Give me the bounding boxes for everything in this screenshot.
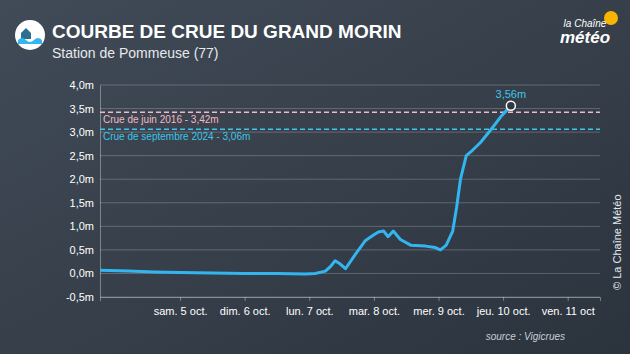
tick-label: jeu. 10 oct. <box>476 305 531 317</box>
tick-mark <box>568 297 569 301</box>
tick-label: 2,0m <box>70 173 94 185</box>
tick-label: -0,5m <box>66 291 94 303</box>
background <box>0 0 630 354</box>
tick-mark <box>503 297 504 301</box>
grid-line <box>100 226 600 227</box>
grid-line <box>100 179 600 180</box>
subtitle: Station de Pommeuse (77) <box>52 45 219 61</box>
reference-line <box>100 112 600 114</box>
tick: 3,5m <box>70 103 100 115</box>
tick: 0,5m <box>70 244 100 256</box>
tick: 3,0m <box>70 126 100 138</box>
tick-label: 4,0m <box>70 79 94 91</box>
credit: © La Chaîne Météo <box>611 194 623 290</box>
plot-area <box>100 101 600 274</box>
tick-label: 1,5m <box>70 197 94 209</box>
x-axis: sam. 5 oct. dim. 6 oct. lun. 7 oct. mar. 8 … <box>101 297 601 317</box>
title: COURBE DE CRUE DU GRAND MORIN <box>52 21 401 42</box>
data-line <box>100 106 511 274</box>
annotation-label: 3,56m <box>496 88 527 100</box>
tick-mark <box>309 297 310 301</box>
tick-mark <box>180 297 181 301</box>
tick: sam. 5 oct. <box>154 297 208 317</box>
tick-label: dim. 6 oct. <box>220 305 271 317</box>
tick: mer. 9 oct. <box>413 297 464 317</box>
tick-mark <box>245 297 246 301</box>
tick: dim. 6 oct. <box>220 297 271 317</box>
logo: la Chaînemétéo <box>560 11 618 47</box>
tick-mark <box>439 297 440 301</box>
axis-line <box>100 86 101 298</box>
grid-line <box>100 85 600 86</box>
tick-label: 1,0m <box>70 220 94 232</box>
axis-line <box>101 298 601 302</box>
tick: mar. 8 oct. <box>349 297 400 317</box>
tick-label: 0,5m <box>70 244 94 256</box>
tick-label: lun. 7 oct. <box>286 305 334 317</box>
tick: 2,5m <box>70 150 100 162</box>
tick: jeu. 10 oct. <box>476 297 531 317</box>
tick: 1,5m <box>70 197 100 209</box>
tick-label: sam. 5 oct. <box>154 305 208 317</box>
tick: 2,0m <box>70 173 100 185</box>
grid <box>100 85 600 297</box>
y-axis: -0,5m 0,0m 0,5m 1,0m 1,5m 2,0m 2,5m 3,0m 3,5m 4,0… <box>66 79 101 303</box>
tick: 1,0m <box>70 220 100 232</box>
chart: COURBE DE CRUE DU GRAND MORIN Station de … <box>0 0 630 354</box>
annotation-marker <box>506 101 515 110</box>
tick-label: 3,5m <box>70 103 94 115</box>
grid-line <box>100 249 600 250</box>
tick: lun. 7 oct. <box>286 297 334 317</box>
grid-line <box>100 202 600 203</box>
tick-mark <box>374 297 375 301</box>
grid-line <box>100 155 600 156</box>
logo-text: météo <box>560 28 610 47</box>
tick-label: mar. 8 oct. <box>349 305 400 317</box>
reference-label: Crue de septembre 2024 - 3,06m <box>103 131 250 142</box>
tick-label: mer. 9 oct. <box>413 305 464 317</box>
tick: 0,0m <box>70 267 100 279</box>
tick-label: 2,5m <box>70 150 94 162</box>
tick-label: ven. 11 oct <box>542 305 595 317</box>
tick-label: 3,0m <box>70 126 94 138</box>
tick: 4,0m <box>70 79 100 91</box>
tick: ven. 11 oct <box>542 297 595 317</box>
icon <box>15 20 45 50</box>
tick: -0,5m <box>66 291 100 303</box>
grid-line <box>100 108 600 109</box>
reference-label: Crue de juin 2016 - 3,42m <box>103 114 219 125</box>
reference-line <box>100 128 600 130</box>
tick-label: 0,0m <box>70 267 94 279</box>
source: source : Vigicrues <box>486 331 565 342</box>
